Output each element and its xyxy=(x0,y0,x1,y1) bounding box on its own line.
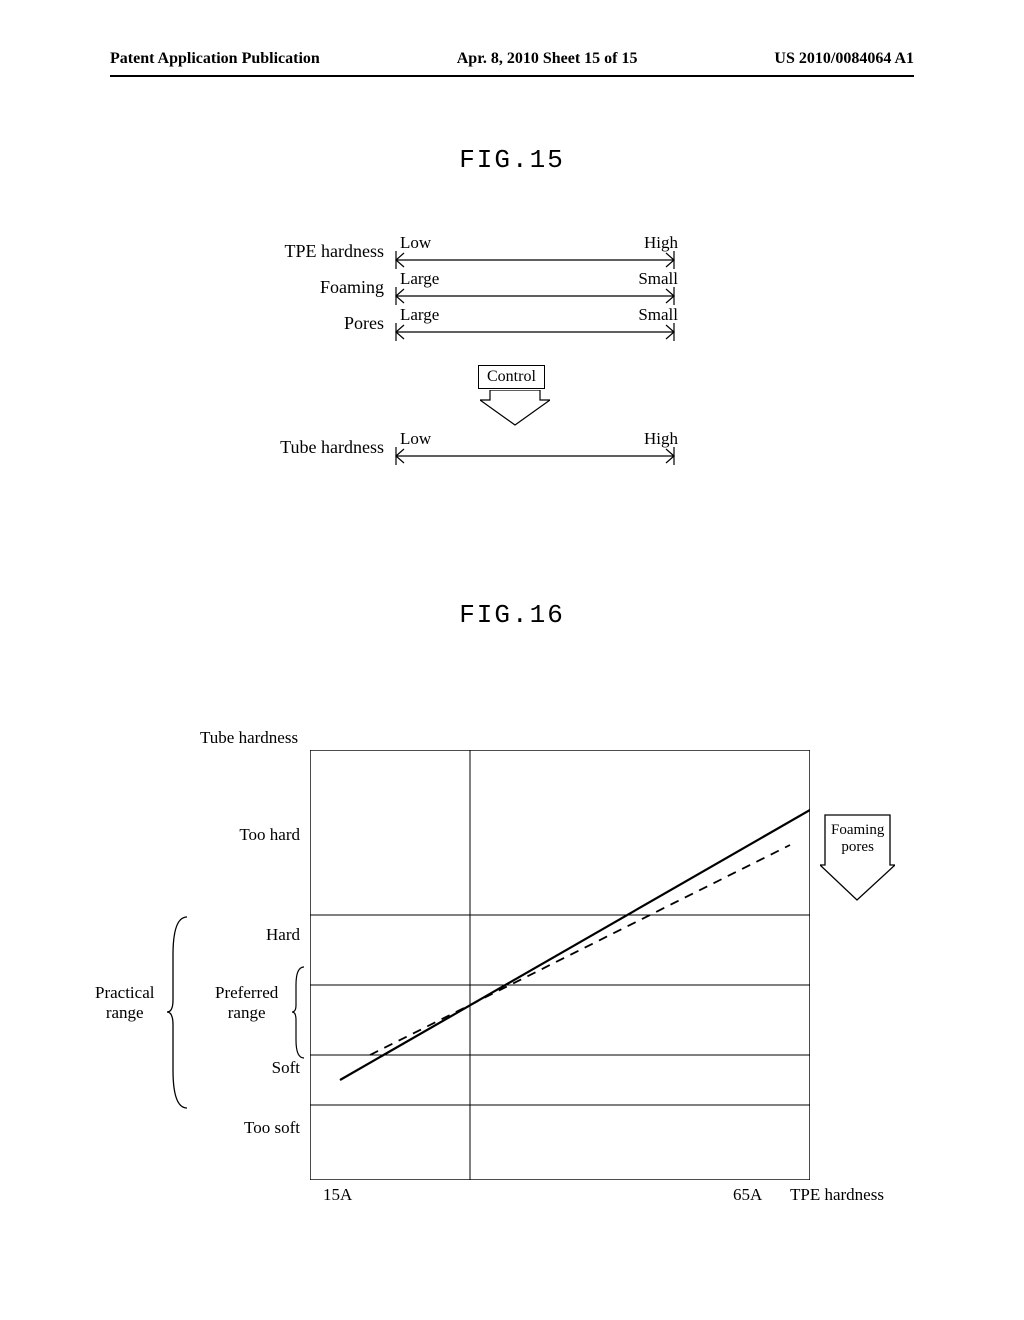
fig15-row-left: Low xyxy=(400,429,431,449)
fig15-row-label: Tube hardness xyxy=(280,437,384,458)
down-arrow-icon xyxy=(480,390,550,435)
practical-bracket-icon xyxy=(165,915,195,1115)
double-arrow-icon xyxy=(390,287,680,305)
y-label-too-hard: Too hard xyxy=(160,825,300,845)
preferred-bracket-icon xyxy=(290,965,310,1065)
fig15-row-left: Low xyxy=(400,233,431,253)
fig15-row-tpe: TPE hardness Low High xyxy=(0,235,1024,271)
control-box: Control xyxy=(478,365,545,389)
fig15-title: FIG.15 xyxy=(0,145,1024,175)
x-tick-15a: 15A xyxy=(323,1185,352,1205)
fig16-title: FIG.16 xyxy=(0,600,1024,630)
header-center: Apr. 8, 2010 Sheet 15 of 15 xyxy=(457,50,638,68)
double-arrow-icon xyxy=(390,251,680,269)
practical-range-label: Practical range xyxy=(95,983,154,1023)
double-arrow-icon xyxy=(390,323,680,341)
fig15-row-tube: Tube hardness Low High xyxy=(0,431,1024,467)
fig15-row-left: Large xyxy=(400,269,439,289)
fig15-row-label: Pores xyxy=(344,313,384,334)
fig15-diagram: TPE hardness Low High Foaming Large Smal… xyxy=(0,235,1024,515)
fig15-row-right: High xyxy=(628,233,678,253)
header-left: Patent Application Publication xyxy=(110,50,320,68)
fig15-row-right: High xyxy=(628,429,678,449)
header-right: US 2010/0084064 A1 xyxy=(774,50,914,68)
header-rule xyxy=(110,75,914,77)
fig15-row-foaming: Foaming Large Small xyxy=(0,271,1024,307)
preferred-range-label: Preferred range xyxy=(215,983,278,1023)
double-arrow-icon xyxy=(390,447,680,465)
x-tick-65a: 65A xyxy=(733,1185,762,1205)
x-axis-title: TPE hardness xyxy=(790,1185,884,1205)
fig15-row-right: Small xyxy=(628,269,678,289)
fig15-row-label: Foaming xyxy=(320,277,384,298)
fig15-row-right: Small xyxy=(628,305,678,325)
page-header: Patent Application Publication Apr. 8, 2… xyxy=(0,50,1024,68)
fig16-chart-container: Tube hardness Too hard Hard Soft Too sof… xyxy=(0,720,1024,1280)
foaming-arrow-label: Foaming pores xyxy=(827,820,888,857)
y-label-too-soft: Too soft xyxy=(160,1118,300,1138)
fig15-row-pores: Pores Large Small xyxy=(0,307,1024,343)
y-axis-title: Tube hardness xyxy=(200,728,360,748)
fig16-chart xyxy=(310,750,810,1180)
fig15-row-label: TPE hardness xyxy=(285,241,384,262)
fig15-row-left: Large xyxy=(400,305,439,325)
